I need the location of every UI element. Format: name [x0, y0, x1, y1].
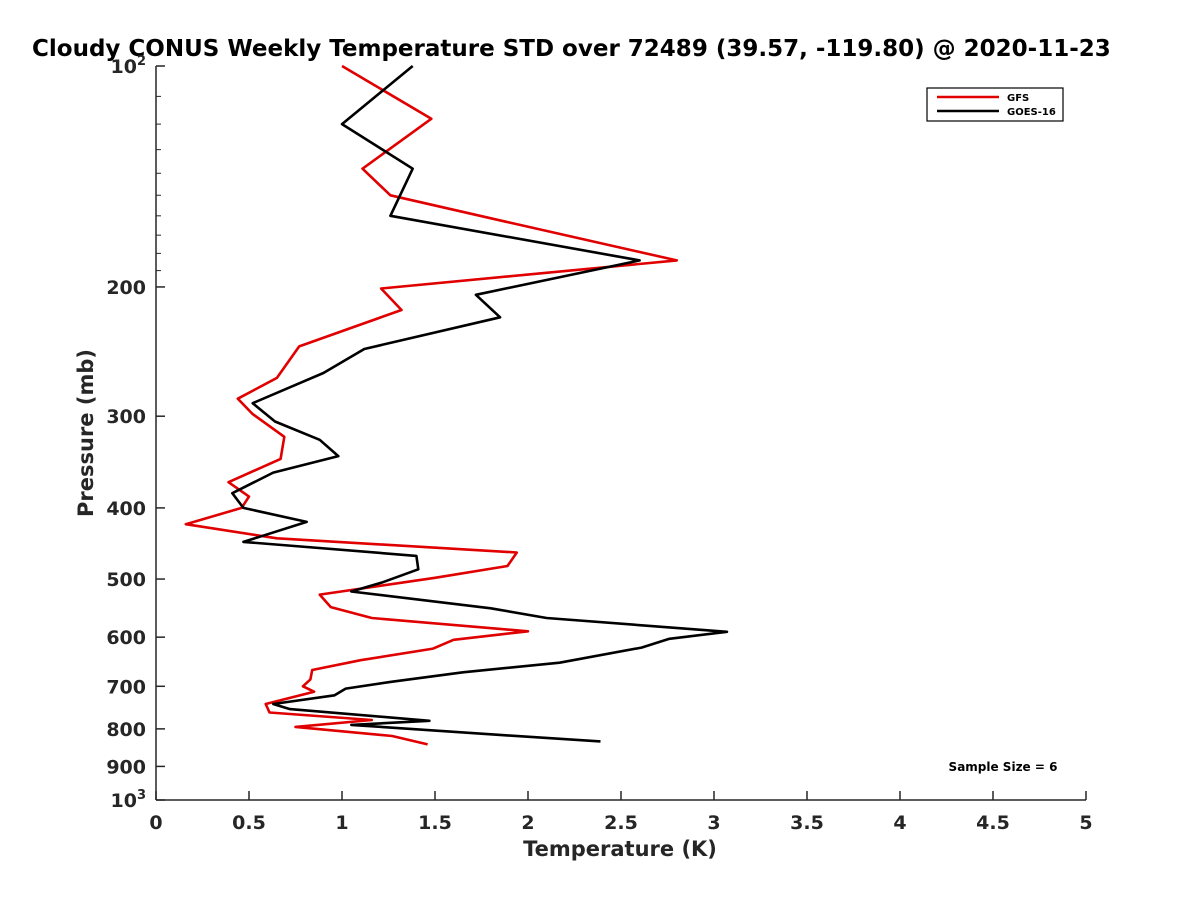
- sample-size-annotation: Sample Size = 6: [949, 760, 1058, 774]
- x-tick-label: 5: [1079, 812, 1092, 834]
- legend-label: GOES-16: [1007, 107, 1056, 118]
- x-axis-label: Temperature (K): [523, 837, 717, 861]
- y-tick-label: 200: [106, 277, 146, 299]
- y-tick-label: 600: [106, 627, 146, 649]
- legend-label: GFS: [1007, 93, 1029, 104]
- legend-box: [926, 87, 1064, 122]
- x-tick-label: 1.5: [418, 812, 452, 834]
- series-line-gfs: [184, 64, 679, 746]
- chart-title: Cloudy CONUS Weekly Temperature STD over…: [32, 36, 1111, 62]
- x-tick-label: 0.5: [232, 812, 266, 834]
- y-tick-label: 800: [106, 719, 146, 741]
- y-tick-label: 700: [106, 676, 146, 698]
- y-axis-label: Pressure (mb): [74, 349, 98, 517]
- x-tick-label: 3.5: [790, 812, 824, 834]
- x-tick-label: 3: [707, 812, 720, 834]
- x-tick-label: 2.5: [604, 812, 638, 834]
- y-tick-label: 102: [111, 54, 147, 78]
- x-tick-label: 4.5: [976, 812, 1010, 834]
- plot-area: 0 0.5 1 1.5 2 2.5 3 3.5 4 4.5 5 102 200 300 400 500 600 7…: [106, 54, 1092, 834]
- y-tick-label: 400: [106, 498, 146, 520]
- y-tick-label: 900: [106, 756, 146, 778]
- x-tick-label: 0: [149, 812, 162, 834]
- y-tick-label: 500: [106, 569, 146, 591]
- x-tick-label: 1: [335, 812, 348, 834]
- y-tick-label: 103: [111, 788, 147, 812]
- x-tick-label: 4: [893, 812, 906, 834]
- y-tick-label: 300: [106, 406, 146, 428]
- series-line-goes-16: [231, 64, 729, 743]
- legend: GFS GOES-16: [926, 87, 1064, 122]
- x-tick-label: 2: [521, 812, 534, 834]
